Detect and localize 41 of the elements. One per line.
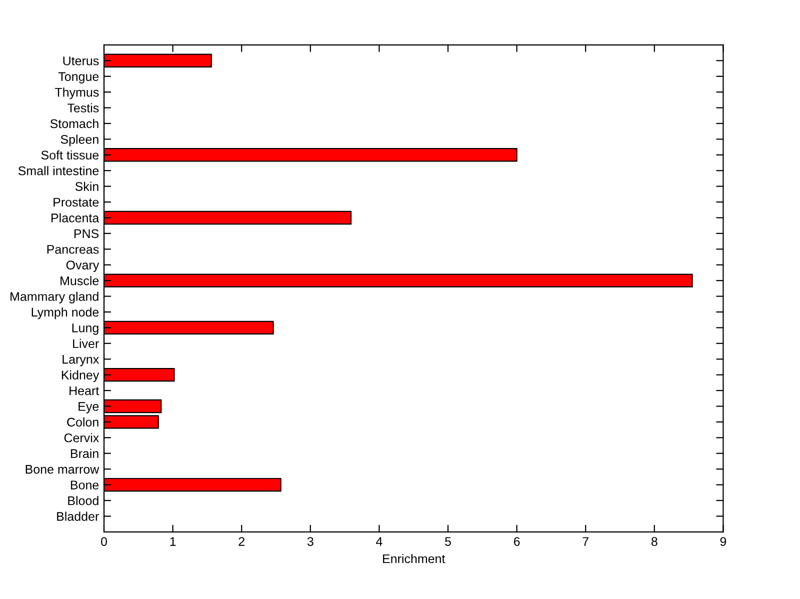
y-tick-label: Cervix [64,433,100,442]
y-tick-label: Heart [70,386,100,396]
y-tick-label: Lymph node [32,307,99,320]
y-tick-label: Placenta [52,213,100,222]
y-tick-label: Brain [70,448,98,458]
y-tick-label: Liver [73,338,99,348]
y-tick-label: Testis [67,103,99,112]
y-tick-label: Mammary gland [10,292,98,304]
x-tick-label: 1 [170,537,176,546]
y-tick-label: Lung [72,324,98,335]
y-tick-label: Bladder [57,512,99,521]
y-tick-label: Spleen [60,134,98,146]
y-tick-label: Bone [70,480,99,490]
x-axis-title: Enrichment [383,554,446,564]
y-tick-label: Kidney [62,370,100,382]
y-tick-label: Muscle [60,276,99,286]
x-tick-label: 7 [582,537,588,546]
x-tick-label: 9 [720,537,726,546]
y-tick-label: Tongue [58,72,99,84]
y-tick-label: Stomach [50,118,98,128]
y-tick-label: Eye [78,402,99,414]
x-tick-label: 8 [651,537,658,546]
y-tick-label: Ovary [66,260,100,272]
y-tick-label: PNS [74,229,99,238]
y-tick-label: Pancreas [47,245,99,254]
x-tick-label: 6 [514,537,520,546]
y-tick-label: Soft tissue [41,150,99,160]
y-tick-label: Uterus [63,56,99,66]
x-tick-label: 2 [238,537,244,546]
x-tick-label: 0 [101,537,107,546]
x-tick-label: 3 [307,537,314,546]
x-tick-label: 5 [445,537,451,546]
y-tick-label: Thymus [54,88,99,100]
y-tick-label: Skin [75,182,98,191]
x-tick-label: 4 [376,537,382,546]
y-tick-label: Bone marrow [26,465,100,474]
y-tick-label: Larynx [62,355,100,366]
y-tick-label: Prostate [54,198,99,207]
y-tick-label: Small intestine [18,166,99,176]
y-tick-label: Colon [67,417,98,427]
y-tick-label: Blood [68,496,98,506]
